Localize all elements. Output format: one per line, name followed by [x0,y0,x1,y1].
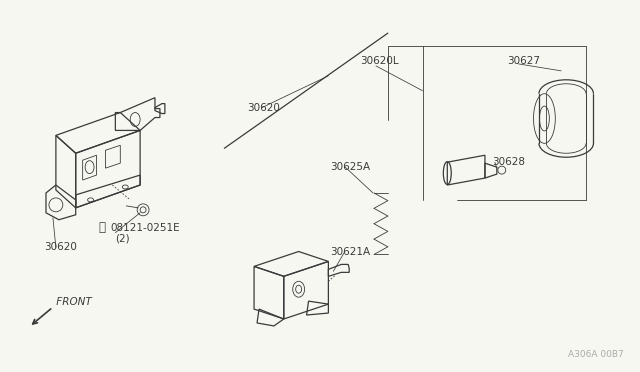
Text: A306A 00B7: A306A 00B7 [568,350,624,359]
Text: 30628: 30628 [492,157,525,167]
Text: 30625A: 30625A [330,162,371,172]
Text: 30620L: 30620L [360,56,399,66]
Text: Ⓑ: Ⓑ [99,221,106,234]
Text: 30620: 30620 [247,103,280,113]
Text: 30621A: 30621A [330,247,371,257]
Text: 30620: 30620 [44,241,77,251]
Text: 08121-0251E: 08121-0251E [110,223,180,232]
Text: (2): (2) [115,234,130,244]
Text: FRONT: FRONT [53,297,92,307]
Text: 30627: 30627 [507,56,540,66]
